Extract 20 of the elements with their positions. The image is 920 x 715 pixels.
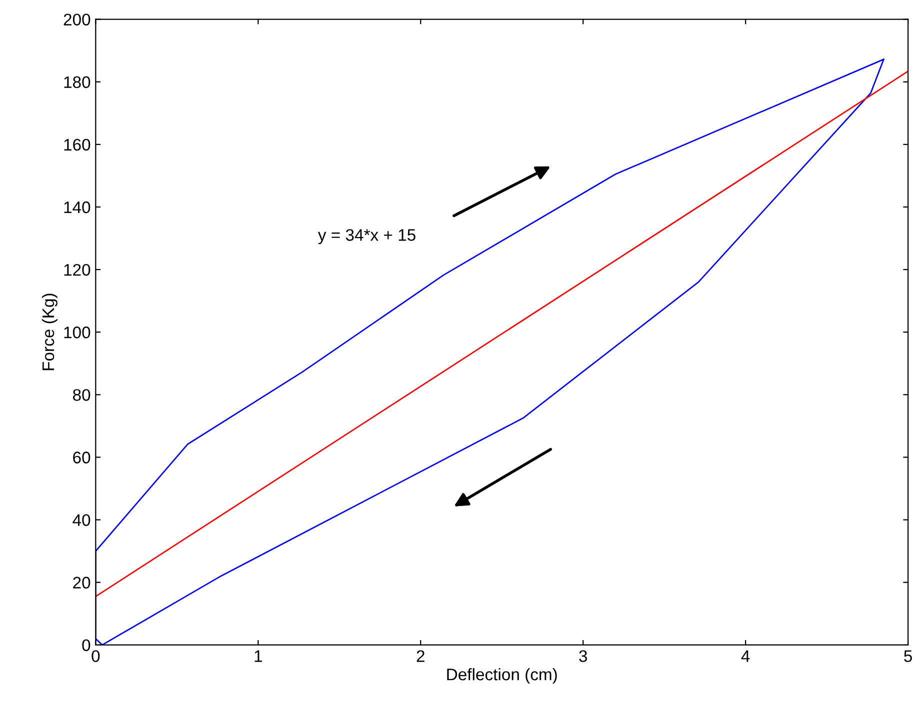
y-tick-label: 180: [64, 76, 90, 88]
y-tick-label: 20: [73, 576, 90, 589]
y-tick-label: 100: [64, 326, 90, 338]
annotation: y = 34*x + 15: [318, 229, 416, 244]
y-tick-label: 140: [64, 201, 90, 214]
y-tick-label: 200: [64, 14, 90, 26]
x-tick-label: 0: [92, 650, 100, 662]
y-tick-label: 0: [82, 639, 90, 652]
y-tick-label: 160: [64, 138, 90, 151]
x-tick-label: 4: [741, 650, 750, 662]
x-tick-label: 1: [254, 650, 262, 662]
x-tick-label: 3: [579, 650, 587, 662]
y-tick-label: 80: [73, 389, 90, 401]
y-tick-label: 60: [73, 452, 90, 464]
y-tick-label: 120: [64, 264, 90, 276]
x-tick-label: 2: [416, 650, 424, 662]
y-axis-title: Force (Kg): [42, 294, 58, 370]
x-axis-title: Deflection (cm): [447, 668, 557, 684]
y-tick-label: 40: [72, 514, 90, 526]
x-tick-label: 5: [904, 650, 912, 662]
